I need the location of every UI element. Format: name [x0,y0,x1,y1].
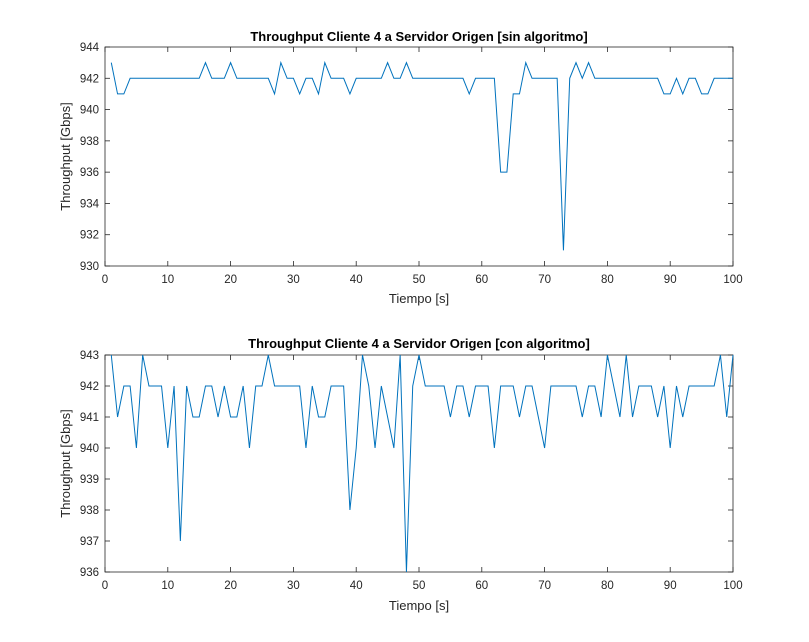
chart-title: Throughput Cliente 4 a Servidor Origen [… [250,29,587,44]
series-line [110,354,734,573]
x-axis-label: Tiempo [s] [389,598,449,613]
x-tick-label: 80 [601,274,614,286]
x-tick-label: 30 [287,580,300,592]
x-tick-label: 50 [413,580,426,592]
x-axis: 0 10 20 30 40 50 60 70 80 90 100 [102,47,743,286]
x-tick-label: 60 [475,274,488,286]
x-tick-label: 40 [350,580,363,592]
plot-area [104,46,734,267]
x-tick-label: 10 [161,274,174,286]
y-tick-label: 934 [80,198,100,210]
y-tick-label: 937 [80,536,99,548]
x-axis-label: Tiempo [s] [389,291,449,306]
y-tick-label: 938 [80,505,99,517]
y-tick-label: 938 [80,136,99,148]
y-tick-label: 932 [80,230,99,242]
x-tick-label: 30 [287,274,300,286]
x-tick-label: 100 [723,580,742,592]
x-tick-label: 10 [161,580,174,592]
y-tick-label: 930 [80,261,99,273]
x-tick-label: 90 [664,274,677,286]
y-axis: 936 937 938 939 940 941 942 943 [80,350,733,579]
series-group [110,60,733,251]
x-tick-label: 60 [475,580,488,592]
x-tick-label: 0 [102,274,108,286]
y-tick-label: 936 [80,167,99,179]
y-tick-label: 941 [80,412,99,424]
y-tick-label: 942 [80,73,99,85]
chart-title: Throughput Cliente 4 a Servidor Origen [… [248,336,590,351]
y-tick-label: 943 [80,350,99,362]
y-tick-label: 939 [80,474,99,486]
x-axis: 0 10 20 30 40 50 60 70 80 90 100 [102,355,743,592]
x-tick-label: 50 [413,274,426,286]
y-axis: 930 932 934 936 938 940 942 944 [80,42,733,273]
chart-sin-algoritmo: Throughput Cliente 4 a Servidor Origen [… [58,29,743,306]
y-axis-label: Throughput [Gbps] [58,102,73,210]
y-axis-label: Throughput [Gbps] [58,409,73,517]
y-tick-label: 942 [80,381,99,393]
y-tick-label: 944 [80,42,100,54]
x-tick-label: 100 [723,274,742,286]
series-group [110,354,734,573]
plot-area [104,354,734,573]
x-tick-label: 20 [224,580,237,592]
chart-con-algoritmo: Throughput Cliente 4 a Servidor Origen [… [58,336,743,613]
y-tick-label: 936 [80,567,99,579]
x-tick-label: 80 [601,580,614,592]
y-tick-label: 940 [80,105,99,117]
x-tick-label: 90 [664,580,677,592]
x-tick-label: 40 [350,274,363,286]
x-tick-label: 0 [102,580,108,592]
x-tick-label: 70 [538,580,551,592]
y-tick-label: 940 [80,443,99,455]
series-line [110,60,733,251]
x-tick-label: 70 [538,274,551,286]
x-tick-label: 20 [224,274,237,286]
